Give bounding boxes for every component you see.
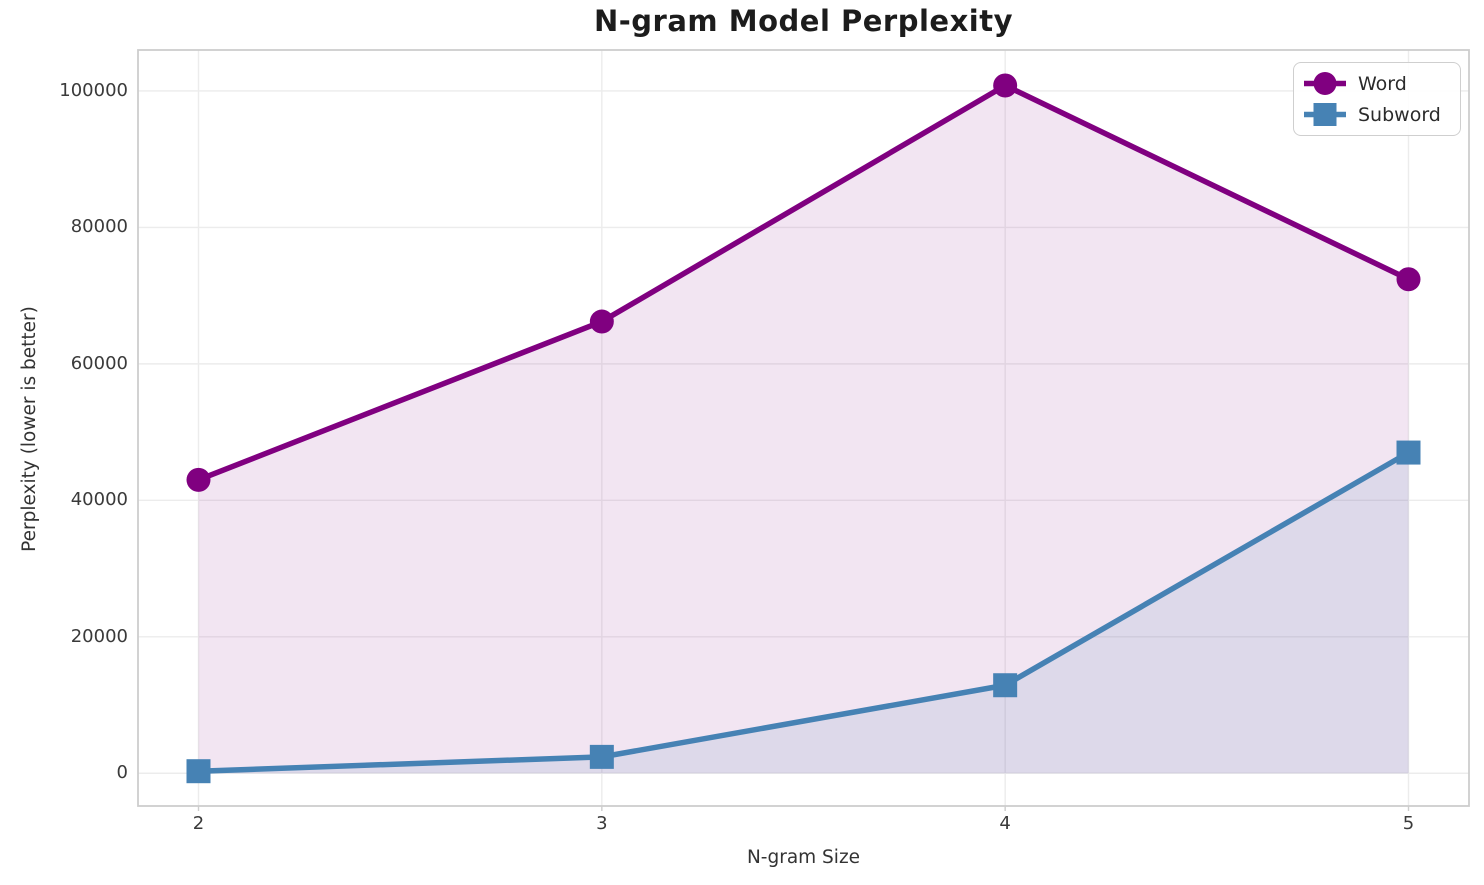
marker-subword-3 bbox=[589, 744, 614, 769]
series-fill-subword bbox=[198, 452, 1409, 774]
plot-border bbox=[137, 49, 1470, 807]
series-fill-word bbox=[198, 85, 1409, 774]
marker-word-2 bbox=[186, 467, 211, 492]
legend-label: Subword bbox=[1358, 103, 1441, 126]
y-tick-label: 100000 bbox=[59, 79, 128, 101]
y-tick-label: 40000 bbox=[70, 489, 128, 511]
y-tick-label: 0 bbox=[116, 762, 128, 784]
x-axis-title: N-gram Size bbox=[746, 847, 861, 868]
marker-subword-2 bbox=[186, 759, 211, 784]
legend-square-marker-icon bbox=[1304, 103, 1346, 126]
x-tick-label: 3 bbox=[596, 813, 608, 834]
y-tick-label: 80000 bbox=[70, 216, 128, 238]
legend-label: Word bbox=[1358, 72, 1407, 95]
series-line-subword bbox=[195, 449, 1412, 774]
x-tick-label: 2 bbox=[192, 813, 205, 834]
series-line-word bbox=[195, 82, 1412, 483]
marker-word-3 bbox=[589, 309, 614, 334]
marker-word-5 bbox=[1396, 267, 1421, 292]
y-axis-title: Perplexity (lower is better) bbox=[19, 306, 40, 552]
legend: Word Subword bbox=[1293, 62, 1461, 136]
legend-circle-marker-icon bbox=[1304, 72, 1346, 95]
x-tick-label: 5 bbox=[1402, 813, 1415, 834]
marker-word-4 bbox=[993, 73, 1018, 98]
y-tick-label: 60000 bbox=[70, 352, 128, 374]
legend-item-subword: Subword bbox=[1302, 101, 1450, 128]
chart-title: N-gram Model Perplexity bbox=[593, 4, 1013, 38]
marker-subword-5 bbox=[1396, 440, 1421, 465]
marker-subword-4 bbox=[993, 673, 1018, 698]
y-tick-label: 20000 bbox=[70, 625, 128, 647]
legend-item-word: Word bbox=[1302, 70, 1450, 97]
x-tick-label: 4 bbox=[999, 813, 1011, 834]
